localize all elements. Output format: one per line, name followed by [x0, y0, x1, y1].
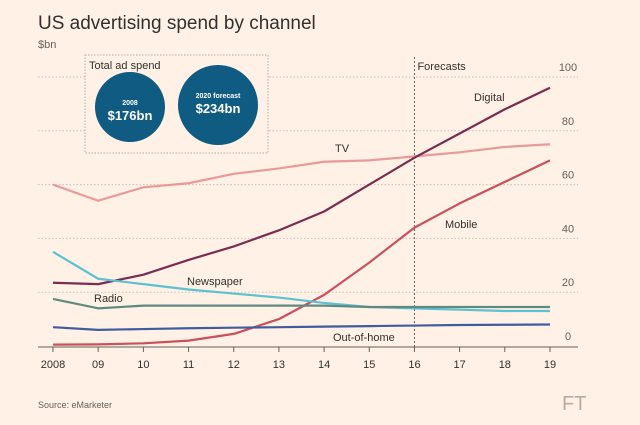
- x-tick-label: 19: [544, 359, 556, 371]
- y-tick-label: 0: [565, 331, 571, 343]
- x-tick-label: 14: [318, 359, 330, 371]
- series-line-radio: [52, 297, 550, 310]
- x-tick-label: 09: [92, 359, 104, 371]
- ft-logo: FT: [562, 393, 586, 415]
- x-tick-label: 2008: [41, 359, 65, 371]
- y-tick-label: 60: [562, 170, 574, 182]
- x-tick-label: 12: [228, 359, 240, 371]
- series-label-radio: Radio: [94, 293, 123, 305]
- bubble-2008-label: 2008: [122, 100, 138, 107]
- bubble-2008: [95, 72, 165, 142]
- x-tick-label: 17: [454, 359, 466, 371]
- bubble-2008-value: $176bn: [108, 108, 153, 123]
- x-tick-label: 16: [408, 359, 420, 371]
- x-tick-label: 10: [137, 359, 149, 371]
- bubble-2020-value: $234bn: [196, 101, 241, 116]
- x-tick-label: 13: [273, 359, 285, 371]
- series-line-newspaper: [52, 250, 550, 313]
- series-line-tv: [52, 143, 551, 202]
- y-axis-ticks: 0 20 40 60 80 100: [559, 62, 577, 343]
- series-labels: TV Digital Mobile Newspaper Radio Out-of…: [94, 92, 505, 344]
- series-label-digital: Digital: [474, 92, 505, 104]
- y-tick-label: 20: [562, 277, 574, 289]
- series-line-mobile: [52, 159, 551, 346]
- bubble-2020: [178, 65, 258, 145]
- x-axis-ticks: 2008 09 10 11 12 13 14 15 16 17 18 19: [41, 347, 556, 371]
- forecast-label: Forecasts: [417, 61, 466, 73]
- y-tick-label: 100: [559, 62, 577, 74]
- gridlines: [38, 76, 578, 293]
- source-note: Source: eMarketer: [38, 400, 112, 410]
- series-line-out-of-home: [52, 323, 551, 331]
- x-tick-label: 18: [499, 359, 511, 371]
- y-axis-label: $bn: [38, 39, 56, 51]
- forecast-marker: Forecasts: [413, 57, 466, 350]
- series-line-digital: [52, 86, 551, 286]
- inset-label: Total ad spend: [89, 60, 161, 72]
- series-label-out-of-home: Out-of-home: [333, 332, 395, 344]
- series-label-mobile: Mobile: [445, 219, 477, 231]
- series-label-tv: TV: [335, 143, 350, 155]
- x-tick-label: 15: [363, 359, 375, 371]
- chart-title: US advertising spend by channel: [38, 13, 316, 34]
- bubble-2020-label: 2020 forecast: [196, 93, 241, 100]
- series-lines: [52, 86, 551, 346]
- y-tick-label: 80: [562, 116, 574, 128]
- x-tick-label: 11: [183, 359, 194, 371]
- series-label-newspaper: Newspaper: [187, 276, 243, 288]
- total-ad-spend-inset: Total ad spend 2008 $176bn 2020 forecast…: [84, 54, 269, 154]
- y-tick-label: 40: [562, 223, 574, 235]
